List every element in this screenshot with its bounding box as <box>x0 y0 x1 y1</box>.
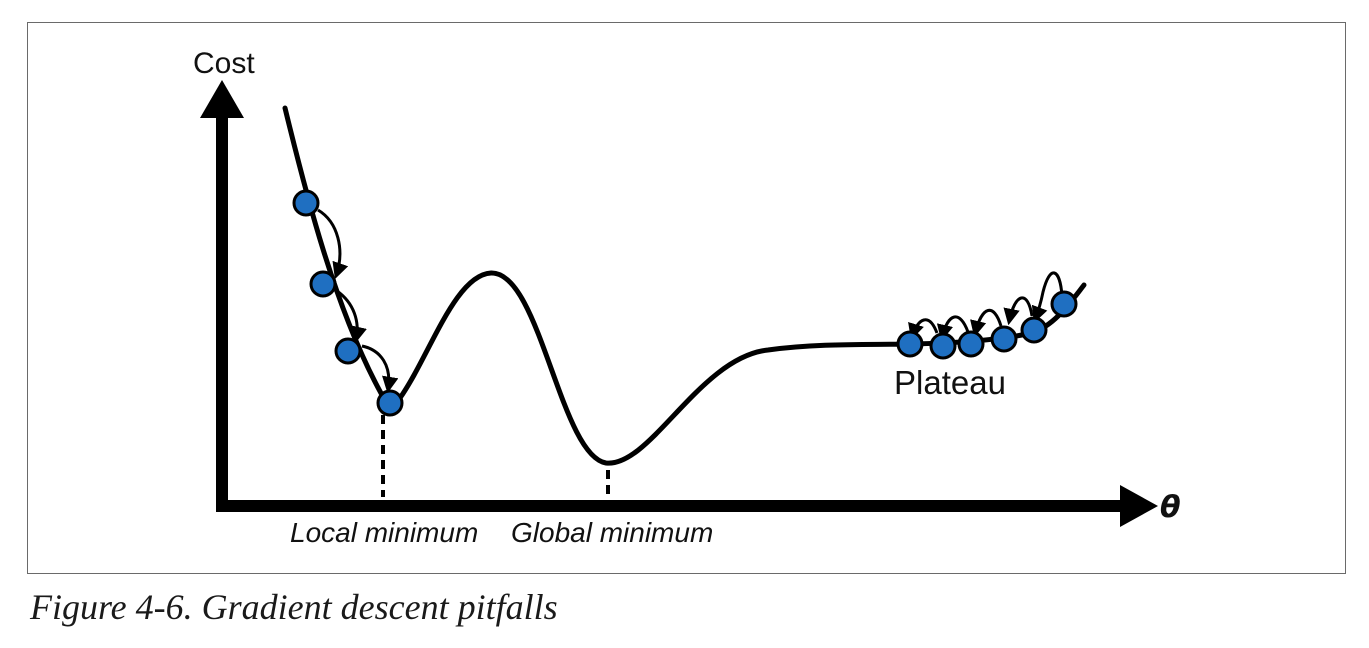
x-axis-label: θ <box>1160 490 1181 525</box>
local-minimum-label: Local minimum <box>290 517 478 548</box>
x-axis-arrowhead <box>1120 485 1158 527</box>
step-arrow-3 <box>361 344 399 394</box>
plateau-point <box>957 330 985 358</box>
y-axis-label: Cost <box>193 47 255 80</box>
plateau-arrow-2 <box>1003 296 1034 326</box>
plateau-label: Plateau <box>894 364 1006 401</box>
global-minimum-label: Global minimum <box>511 517 713 548</box>
plateau-arrow-4 <box>936 315 970 342</box>
figure-caption: Figure 4-6. Gradient descent pitfalls <box>30 587 558 627</box>
plateau-arrows <box>908 271 1064 342</box>
step-arrow-2 <box>336 289 367 344</box>
gradient-steps <box>292 189 1078 417</box>
step-point <box>309 270 337 298</box>
cost-curve <box>282 105 1087 466</box>
figure-frame <box>27 22 1346 574</box>
plateau-point <box>990 325 1018 353</box>
step-point <box>292 189 320 217</box>
step-point <box>334 337 362 365</box>
plateau-point <box>1050 290 1078 318</box>
y-axis-arrowhead <box>200 80 244 118</box>
plateau-point <box>929 332 957 360</box>
plateau-arrow-3 <box>970 308 1003 338</box>
step-arrow-1 <box>317 208 349 280</box>
step-point-local-minimum <box>376 389 404 417</box>
plateau-point <box>896 330 924 358</box>
step-arrows-left <box>317 208 399 394</box>
plateau-arrow-1 <box>1031 271 1064 324</box>
axes <box>200 80 1158 527</box>
plateau-point <box>1020 316 1048 344</box>
